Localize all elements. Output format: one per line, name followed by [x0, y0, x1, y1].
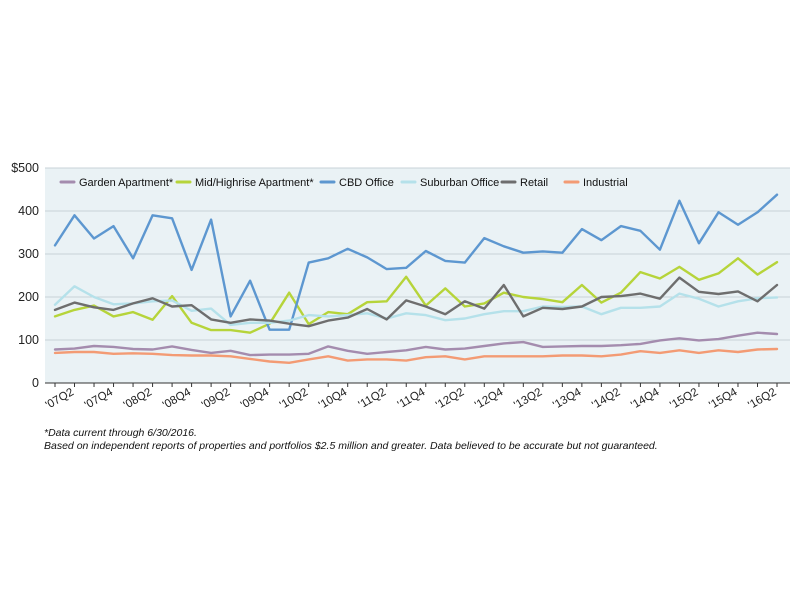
series-lines — [53, 193, 779, 364]
footnote-data-current: *Data current through 6/30/2016. — [44, 427, 197, 439]
x-tick-label: '14Q2 — [590, 386, 622, 412]
x-tick-label: '15Q4 — [707, 386, 740, 412]
y-tick-label: 200 — [18, 290, 39, 304]
x-tick-label: '10Q4 — [317, 386, 350, 412]
y-tick-label: 300 — [18, 247, 39, 261]
series-line-suburban-office — [53, 285, 779, 327]
x-tick-label: '15Q2 — [668, 386, 700, 412]
x-tick-label: '13Q4 — [551, 386, 584, 412]
series-line-cbd-office — [53, 193, 779, 331]
legend: Garden Apartment* Mid/Highrise Apartment*… — [59, 177, 628, 189]
x-tick-label: '08Q2 — [122, 386, 154, 412]
y-tick-label: 0 — [32, 376, 39, 390]
series-line-industrial — [53, 347, 779, 364]
y-axis: 0 100 200 300 400 $500 — [11, 161, 790, 390]
series-line-retail — [53, 276, 779, 328]
x-tick-label: '14Q4 — [629, 386, 662, 412]
legend-label: Mid/Highrise Apartment* — [195, 177, 314, 189]
x-tick-label: '07Q4 — [83, 386, 116, 412]
series-line-mid-highrise-apartment — [53, 257, 779, 334]
x-tick-label: '09Q2 — [200, 386, 232, 412]
legend-label: Retail — [520, 177, 548, 189]
legend-label: Industrial — [583, 177, 628, 189]
y-tick-label: $500 — [11, 161, 39, 175]
y-tick-label: 100 — [18, 333, 39, 347]
series-line-garden-apartment — [53, 331, 779, 357]
x-tick-label: '12Q2 — [434, 386, 466, 412]
x-tick-label: '16Q2 — [746, 386, 778, 412]
x-tick-label: '13Q2 — [512, 386, 544, 412]
x-tick-label: '07Q2 — [44, 386, 76, 412]
legend-label: Suburban Office — [420, 177, 499, 189]
legend-label: Garden Apartment* — [79, 177, 174, 189]
footnote-methodology: Based on independent reports of properti… — [44, 440, 658, 452]
x-axis: '07Q2 '07Q4'08Q2 '08Q4'09Q2 '09Q4'10Q2 '10Q4… — [44, 383, 779, 412]
x-tick-label: '08Q4 — [161, 386, 194, 412]
footnotes: *Data current through 6/30/2016. Based o… — [44, 427, 784, 453]
x-tick-label: '11Q4 — [396, 386, 428, 411]
x-tick-label: '11Q2 — [357, 386, 389, 411]
y-tick-label: 400 — [18, 204, 39, 218]
x-tick-label: '12Q4 — [473, 386, 506, 412]
x-tick-label: '09Q4 — [239, 386, 272, 412]
legend-label: CBD Office — [339, 177, 394, 189]
x-tick-label: '10Q2 — [278, 386, 310, 412]
